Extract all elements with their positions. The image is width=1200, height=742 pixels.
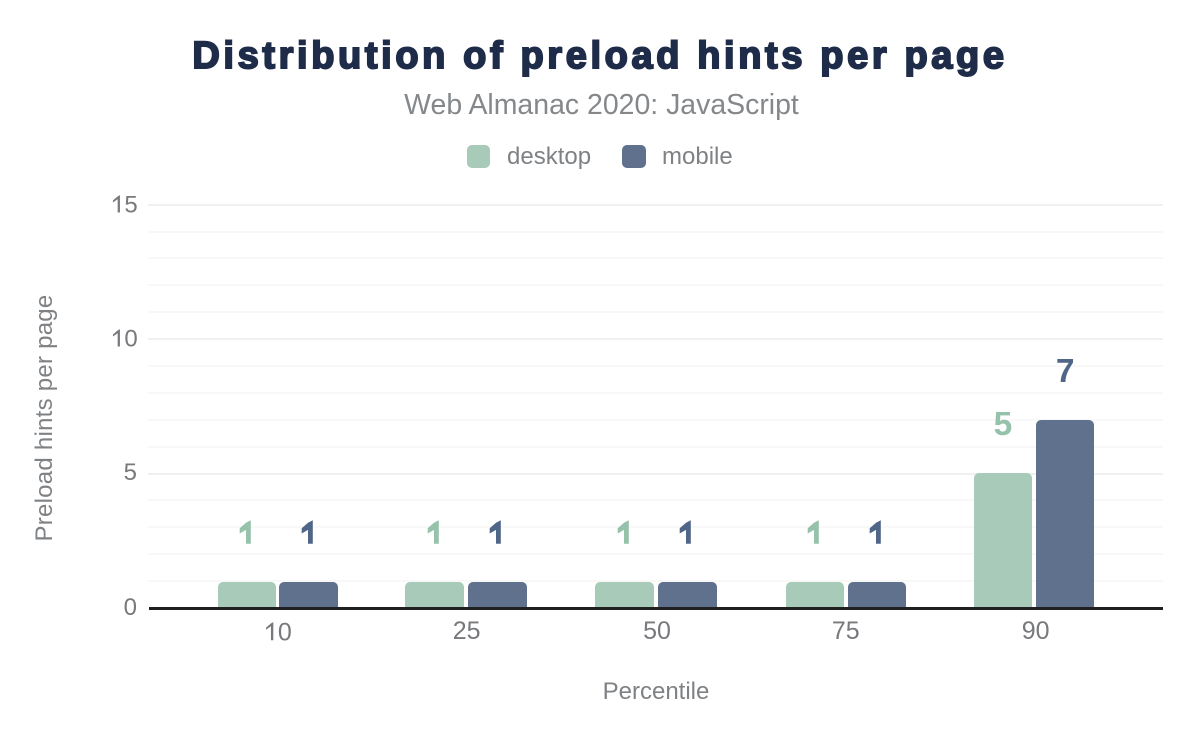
svg-text:0: 0 xyxy=(124,329,137,348)
svg-text:0: 0 xyxy=(277,622,291,641)
svg-text:5: 5 xyxy=(124,195,137,214)
